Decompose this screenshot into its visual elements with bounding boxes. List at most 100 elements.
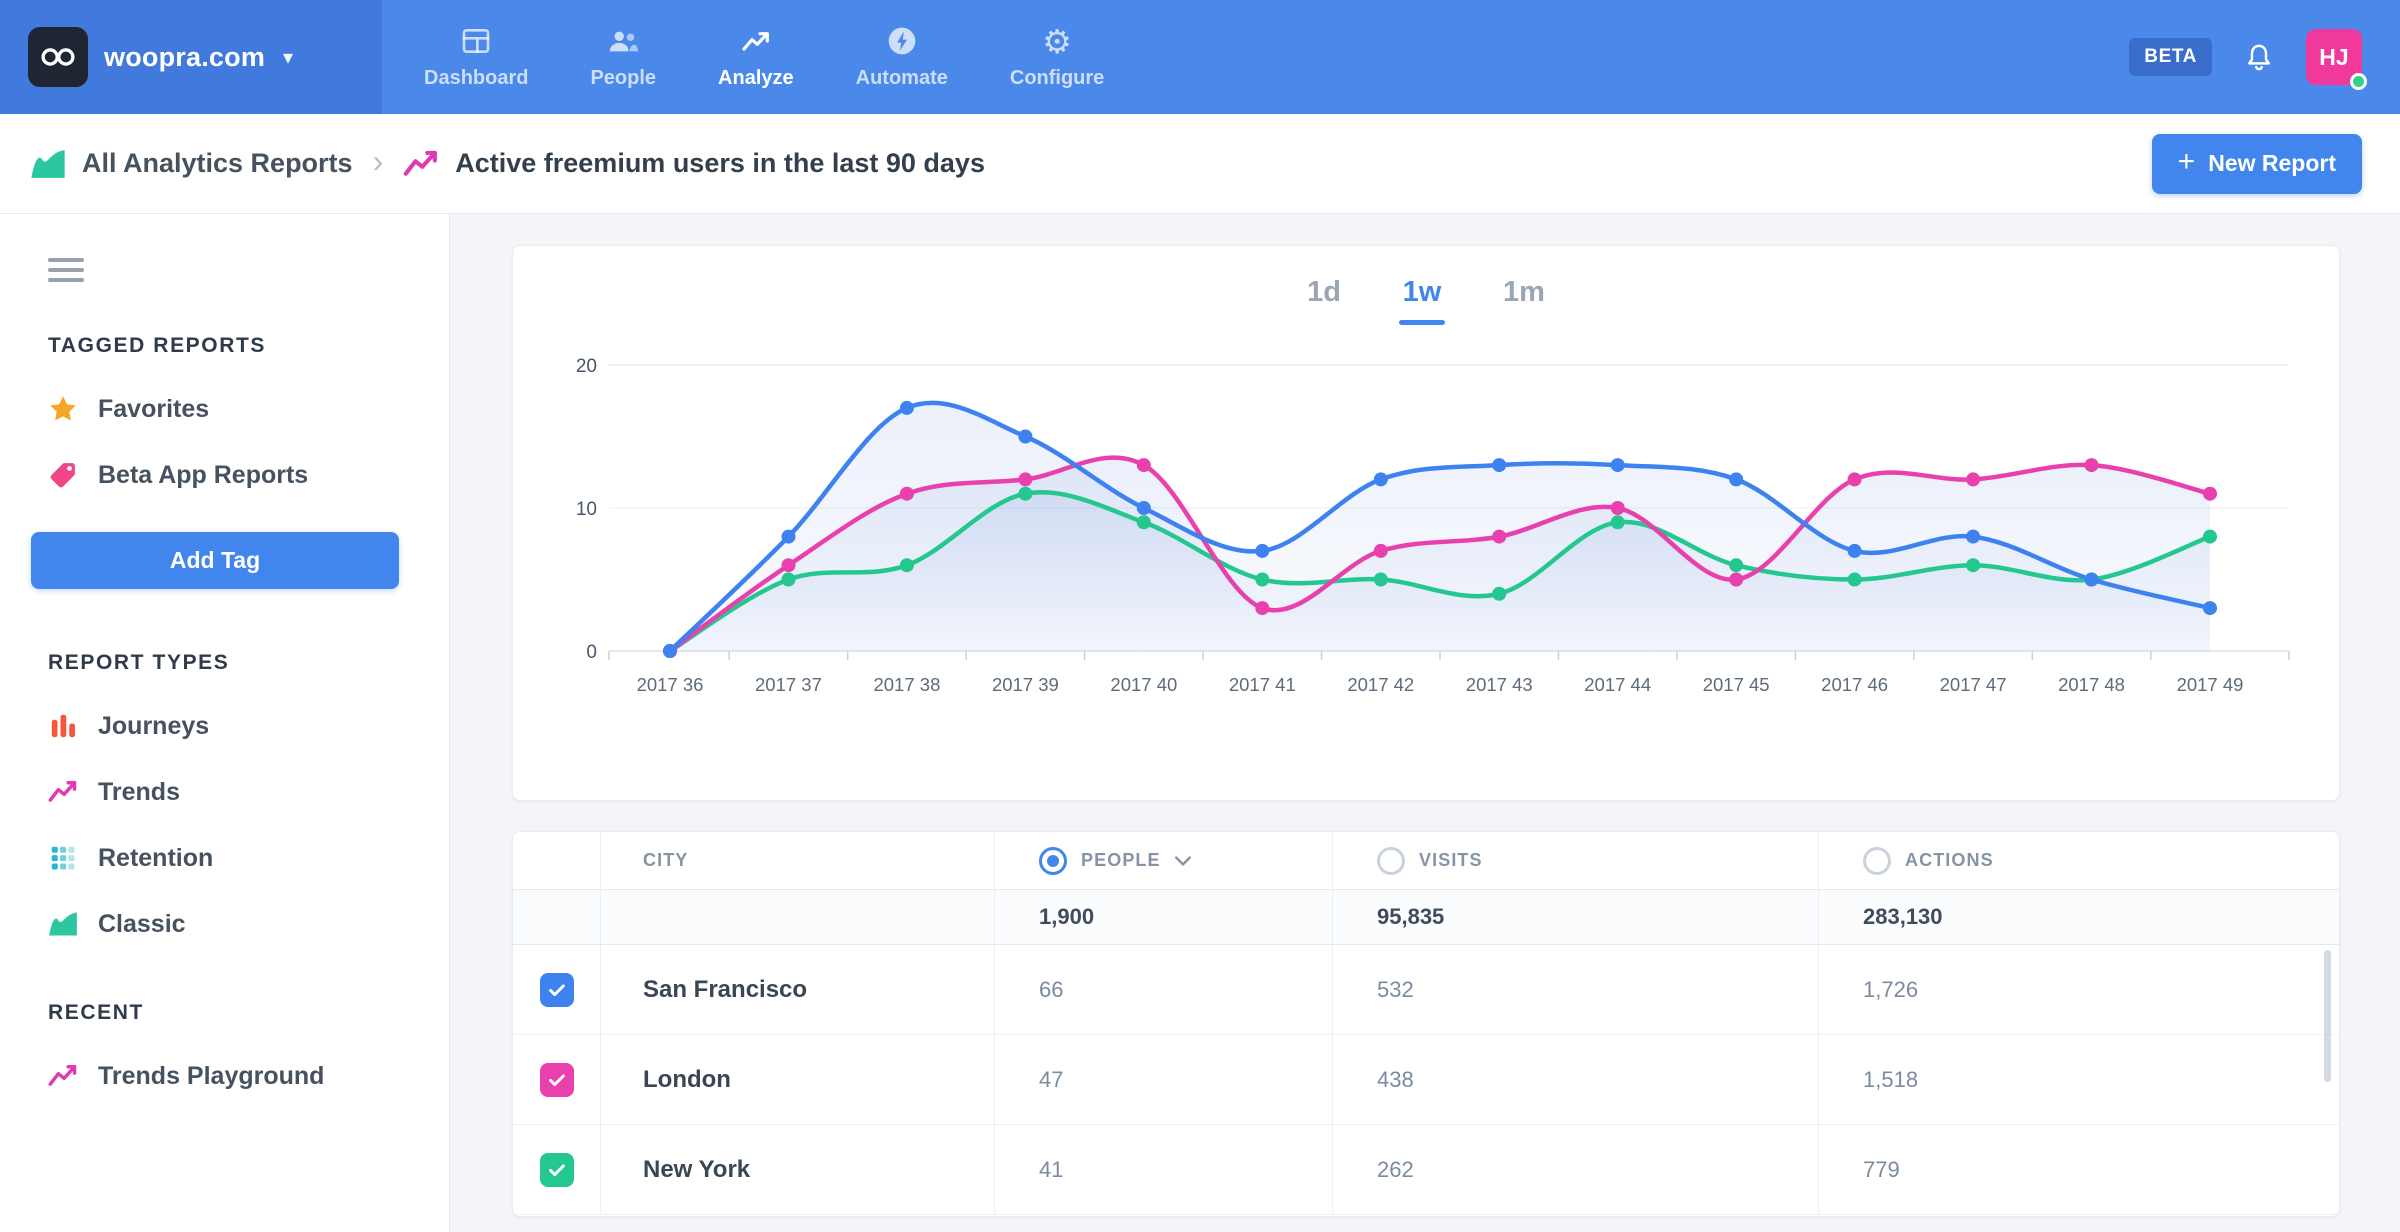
people-value: 66 [995, 945, 1333, 1034]
tab-1w[interactable]: 1w [1398, 276, 1445, 325]
people-value: 41 [995, 1125, 1333, 1214]
nav-label: Analyze [718, 67, 794, 89]
sidebar-item-label: Journeys [98, 711, 210, 740]
visits-header-label: VISITS [1419, 850, 1483, 870]
sidebar-item-trends-playground[interactable]: Trends Playground [48, 1061, 401, 1091]
sidebar-item-trends[interactable]: Trends [48, 777, 401, 807]
notifications-bell-icon[interactable] [2242, 40, 2276, 74]
metric-radio-visits[interactable] [1377, 846, 1405, 875]
svg-text:2017 39: 2017 39 [992, 674, 1059, 695]
tag-icon [50, 463, 75, 488]
nav-label: Automate [855, 67, 948, 89]
total-actions: 283,130 [1863, 904, 1943, 929]
breadcrumb-root-link[interactable]: All Analytics Reports [82, 148, 353, 178]
breadcrumb-separator: › [372, 143, 384, 179]
analyze-icon [740, 24, 772, 58]
sidebar-item-label: Trends [98, 777, 180, 806]
nav-label: Configure [1009, 67, 1105, 89]
plus-icon: + [2177, 145, 2196, 178]
sidebar-item-retention[interactable]: Retention [48, 843, 401, 873]
city-column-header: CITY [601, 832, 995, 889]
actions-value: 1,518 [1863, 1066, 1919, 1092]
main-content: 1d 1w 1m 0 10 20 2017 36 2017 37 2017 38 2017 … [450, 214, 2400, 1232]
trends-chart-card: 1d 1w 1m 0 10 20 2017 36 2017 37 2017 38 2017 … [512, 245, 2340, 801]
chevron-down-icon[interactable] [1174, 855, 1192, 867]
row-checkbox[interactable] [539, 1152, 574, 1187]
svg-text:0: 0 [586, 642, 597, 663]
account-switcher[interactable]: woopra.com ▾ [0, 0, 382, 114]
retention-icon [51, 846, 75, 870]
actions-value: 1,726 [1863, 976, 1919, 1002]
radio-selected-dot [1047, 854, 1059, 867]
tab-1d[interactable]: 1d [1307, 276, 1341, 308]
visits-value: 438 [1333, 1035, 1819, 1124]
trends-line-chart: 0 10 20 2017 36 2017 37 2017 38 2017 39 2017 40… [549, 339, 2303, 707]
sidebar-item-label: Classic [98, 909, 186, 938]
sidebar-collapse-icon[interactable] [48, 258, 84, 282]
sidebar-item-beta-app-reports[interactable]: Beta App Reports [48, 460, 401, 490]
metric-radio-actions[interactable] [1863, 846, 1891, 875]
city-name: London [601, 1035, 995, 1124]
table-row: San Francisco 66 532 1,726 [513, 945, 2339, 1035]
new-report-button[interactable]: + New Report [2151, 133, 2362, 194]
user-avatar[interactable]: HJ [2306, 29, 2367, 90]
people-value: 47 [995, 1035, 1333, 1124]
online-status-dot [2350, 73, 2367, 90]
table-scrollbar-thumb[interactable] [2324, 950, 2331, 1082]
svg-text:2017 36: 2017 36 [637, 674, 704, 695]
svg-text:2017 47: 2017 47 [1940, 674, 2007, 695]
add-tag-label: Add Tag [169, 547, 261, 573]
svg-text:2017 49: 2017 49 [2177, 674, 2244, 695]
visits-column-header: VISITS [1333, 832, 1819, 889]
trends-icon [48, 1065, 77, 1086]
breadcrumb-bar: All Analytics Reports › Active freemium … [0, 114, 2400, 214]
sidebar-item-classic[interactable]: Classic [48, 909, 401, 939]
new-report-label: New Report [2208, 150, 2336, 176]
svg-text:2017 45: 2017 45 [1703, 674, 1770, 695]
total-people: 1,900 [995, 890, 1333, 944]
trends-icon [48, 781, 77, 802]
nav-item-automate[interactable]: Automate [856, 0, 948, 114]
navbar-right: BETA HJ [2129, 0, 2400, 114]
classic-report-icon [30, 148, 66, 180]
primary-nav: Dashboard People Analyze Automate ⚙ Conf… [424, 0, 1104, 114]
svg-text:2017 38: 2017 38 [873, 674, 940, 695]
nav-item-people[interactable]: People [590, 0, 656, 114]
trends-report-icon [403, 148, 439, 180]
svg-text:2017 41: 2017 41 [1229, 674, 1296, 695]
woopra-logo-icon [28, 27, 88, 87]
metric-radio-people[interactable] [1039, 846, 1067, 875]
sidebar-item-journeys[interactable]: Journeys [48, 711, 401, 741]
total-visits: 95,835 [1333, 890, 1819, 944]
top-navbar: woopra.com ▾ Dashboard People Analyze [0, 0, 2400, 114]
nav-item-dashboard[interactable]: Dashboard [424, 0, 528, 114]
chart-range-tabs: 1d 1w 1m [549, 276, 2303, 325]
nav-label: Dashboard [424, 67, 529, 89]
caret-down-icon: ▾ [283, 46, 294, 69]
sidebar-item-label: Favorites [98, 394, 210, 423]
section-title-tagged-reports: TAGGED REPORTS [48, 334, 267, 357]
people-icon [607, 24, 639, 58]
cities-table-card: CITY PEOPLE VISITS ACTIONS [512, 831, 2340, 1217]
section-title-report-types: REPORT TYPES [48, 651, 230, 674]
checkbox-column-header [513, 832, 601, 889]
city-name: New York [601, 1125, 995, 1214]
tab-1m[interactable]: 1m [1502, 276, 1545, 308]
dashboard-icon [460, 24, 492, 58]
nav-item-configure[interactable]: ⚙ Configure [1010, 0, 1104, 114]
svg-text:2017 46: 2017 46 [1821, 674, 1888, 695]
row-checkbox[interactable] [539, 1062, 574, 1097]
svg-text:2017 44: 2017 44 [1584, 674, 1651, 695]
journeys-icon [51, 714, 75, 738]
nav-item-analyze[interactable]: Analyze [718, 0, 794, 114]
city-name: San Francisco [601, 945, 995, 1034]
row-checkbox[interactable] [539, 972, 574, 1007]
svg-text:2017 37: 2017 37 [755, 674, 822, 695]
svg-text:2017 48: 2017 48 [2058, 674, 2125, 695]
star-icon [50, 396, 76, 421]
actions-header-label: ACTIONS [1905, 850, 1994, 870]
sidebar-item-favorites[interactable]: Favorites [48, 394, 401, 424]
people-column-header: PEOPLE [995, 832, 1333, 889]
site-name: woopra.com [104, 41, 266, 72]
add-tag-button[interactable]: Add Tag [31, 532, 399, 589]
